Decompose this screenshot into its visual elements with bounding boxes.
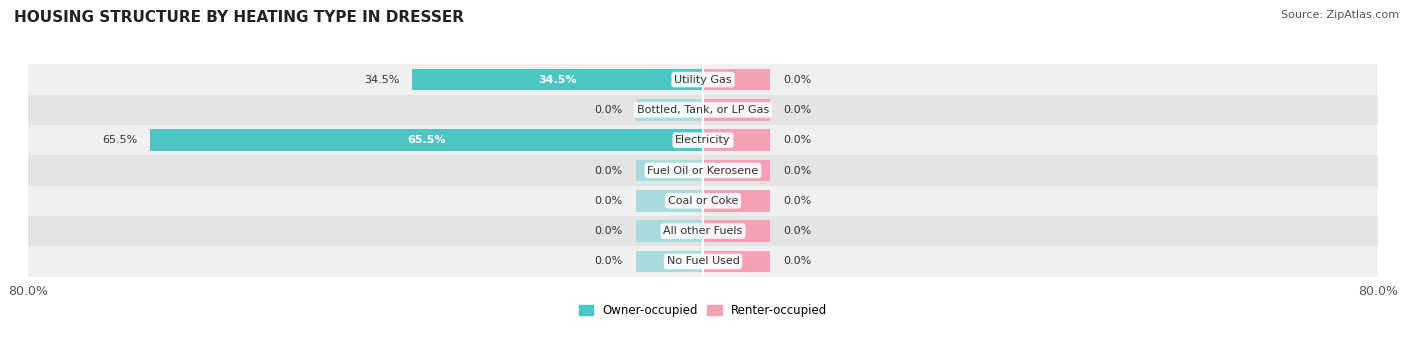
- Bar: [28, 246, 1378, 277]
- Text: 0.0%: 0.0%: [783, 135, 811, 145]
- Bar: [703, 69, 770, 90]
- Text: 0.0%: 0.0%: [783, 105, 811, 115]
- Bar: [636, 190, 703, 212]
- Bar: [28, 95, 1378, 125]
- Text: Source: ZipAtlas.com: Source: ZipAtlas.com: [1281, 10, 1399, 20]
- Bar: [28, 64, 1378, 95]
- Bar: [703, 190, 770, 212]
- Bar: [28, 155, 1378, 186]
- Text: 0.0%: 0.0%: [595, 256, 623, 266]
- Text: 0.0%: 0.0%: [595, 165, 623, 176]
- Text: All other Fuels: All other Fuels: [664, 226, 742, 236]
- Text: 0.0%: 0.0%: [783, 256, 811, 266]
- Text: 0.0%: 0.0%: [595, 105, 623, 115]
- Bar: [28, 216, 1378, 246]
- Text: 0.0%: 0.0%: [783, 196, 811, 206]
- Text: 0.0%: 0.0%: [783, 165, 811, 176]
- Text: 0.0%: 0.0%: [595, 226, 623, 236]
- Bar: [412, 69, 703, 90]
- Text: 0.0%: 0.0%: [783, 75, 811, 85]
- Text: 65.5%: 65.5%: [103, 135, 138, 145]
- Text: Coal or Coke: Coal or Coke: [668, 196, 738, 206]
- Text: HOUSING STRUCTURE BY HEATING TYPE IN DRESSER: HOUSING STRUCTURE BY HEATING TYPE IN DRE…: [14, 10, 464, 25]
- Legend: Owner-occupied, Renter-occupied: Owner-occupied, Renter-occupied: [574, 299, 832, 322]
- Text: 34.5%: 34.5%: [538, 75, 576, 85]
- Text: No Fuel Used: No Fuel Used: [666, 256, 740, 266]
- Bar: [703, 220, 770, 242]
- Bar: [28, 186, 1378, 216]
- Bar: [150, 129, 703, 151]
- Bar: [703, 99, 770, 121]
- Text: 0.0%: 0.0%: [595, 196, 623, 206]
- Text: 34.5%: 34.5%: [364, 75, 399, 85]
- Bar: [636, 251, 703, 272]
- Bar: [636, 99, 703, 121]
- Bar: [703, 160, 770, 181]
- Bar: [636, 160, 703, 181]
- Text: Fuel Oil or Kerosene: Fuel Oil or Kerosene: [647, 165, 759, 176]
- Text: Utility Gas: Utility Gas: [675, 75, 731, 85]
- Text: Electricity: Electricity: [675, 135, 731, 145]
- Text: 65.5%: 65.5%: [408, 135, 446, 145]
- Bar: [703, 129, 770, 151]
- Bar: [28, 125, 1378, 155]
- Text: Bottled, Tank, or LP Gas: Bottled, Tank, or LP Gas: [637, 105, 769, 115]
- Bar: [636, 220, 703, 242]
- Bar: [703, 251, 770, 272]
- Text: 0.0%: 0.0%: [783, 226, 811, 236]
